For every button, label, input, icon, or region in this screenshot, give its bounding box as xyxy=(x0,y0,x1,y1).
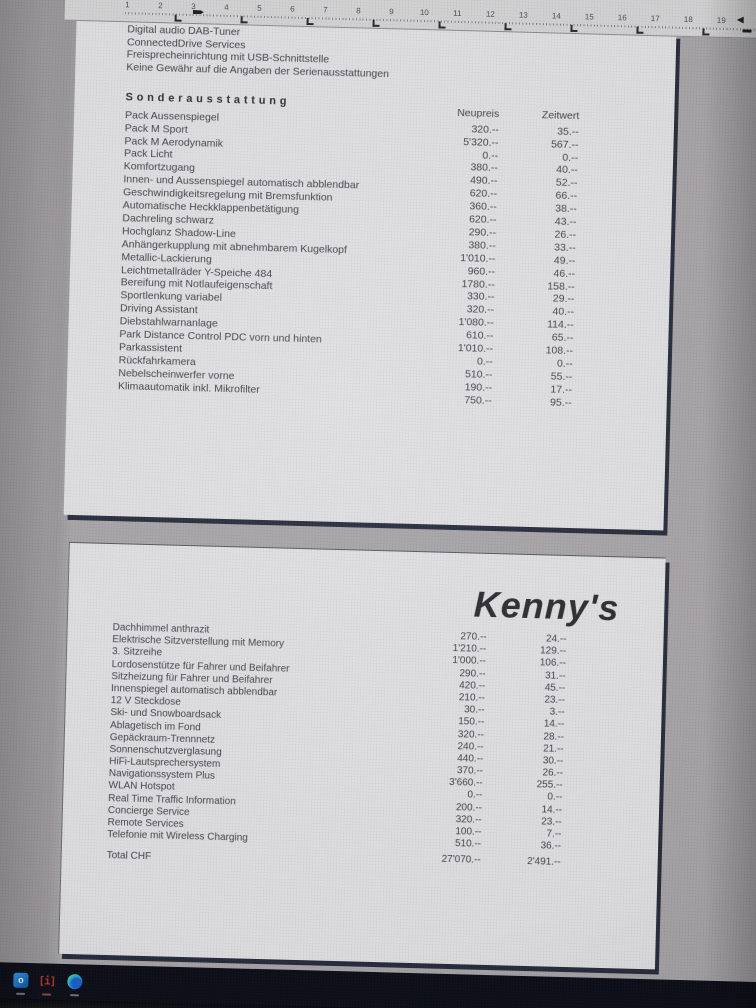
red-app-icon[interactable]: [i] xyxy=(38,973,56,996)
tab-stop-cell xyxy=(343,19,409,28)
right-margin-marker[interactable] xyxy=(742,29,752,33)
options-table-page2: Dachhimmel anthrazit 270.-- 24.-- Elektr… xyxy=(107,622,567,853)
tab-stop-cell xyxy=(145,14,211,23)
section-title: Sonderausstattung xyxy=(125,91,291,108)
running-indicator xyxy=(42,993,52,996)
tab-stop-marker[interactable] xyxy=(371,19,380,27)
total-label: Total CHF xyxy=(106,850,152,863)
ruler-mark: 11 xyxy=(453,8,462,19)
screen-bezel xyxy=(0,996,756,1008)
options-table-page1: Pack Aussenspiegel 320.-- 35.-- Pack M S… xyxy=(118,109,579,408)
tab-stop-marker[interactable] xyxy=(503,23,512,31)
tab-stop-marker[interactable] xyxy=(306,17,314,26)
total-row: Total CHF 27'070.-- 2'491.-- xyxy=(107,850,561,874)
ruler-mark: 2 xyxy=(158,1,163,11)
tab-stop-marker[interactable] xyxy=(240,16,248,24)
tab-stop-cell xyxy=(606,26,672,35)
tab-stop-cell xyxy=(277,17,343,26)
tab-stop-marker[interactable] xyxy=(701,28,710,36)
running-indicator xyxy=(16,992,26,995)
ruler-mark: 14 xyxy=(551,11,561,21)
tab-stop-marker[interactable] xyxy=(635,26,644,34)
ruler-mark: 9 xyxy=(389,7,394,17)
running-indicator xyxy=(70,994,80,997)
tab-stop-marker[interactable] xyxy=(569,24,578,33)
total-zeitwert: 2'491.-- xyxy=(526,856,561,869)
ruler-mark: 8 xyxy=(356,6,361,16)
tab-stop-marker[interactable] xyxy=(437,21,446,29)
ruler-mark: 16 xyxy=(617,13,627,23)
column-header-zeitwert: Zeitwert xyxy=(541,108,580,122)
item-zeitwert: 36.-- xyxy=(540,840,562,853)
tab-stop-cell xyxy=(474,22,540,31)
ruler-mark: 13 xyxy=(518,10,528,20)
ruler-mark: 12 xyxy=(485,9,495,19)
ruler-mark: 6 xyxy=(290,4,295,14)
ruler-mark: 15 xyxy=(584,12,594,22)
ruler-mark: 5 xyxy=(257,3,262,13)
outlook-icon[interactable]: o xyxy=(13,972,29,995)
ruler-mark: 17 xyxy=(650,13,660,24)
tab-stop-cell xyxy=(211,15,277,24)
item-neupreis: 750.-- xyxy=(464,393,492,407)
ruler-mark: 7 xyxy=(323,5,328,15)
ruler-mark: 18 xyxy=(683,14,693,25)
outlook-letter: o xyxy=(18,974,24,985)
red-app-glyph: [i] xyxy=(38,974,56,988)
ruler-mark: 1 xyxy=(125,0,130,10)
tab-stop-cell xyxy=(540,24,606,33)
ruler-mark: 19 xyxy=(716,15,726,25)
intro-lines: Digital audio DAB-Tuner ConnectedDrive Se… xyxy=(126,23,581,86)
edge-icon[interactable] xyxy=(67,974,83,997)
document-page-2[interactable]: Kenny's Dachhimmel anthrazit 270.-- 24.-… xyxy=(58,541,666,970)
tab-stop-marker[interactable] xyxy=(174,14,182,22)
right-indent-marker[interactable]: ◀ xyxy=(736,14,744,25)
ruler-mark: 4 xyxy=(224,2,229,12)
ruler-mark: 10 xyxy=(419,7,429,18)
kennys-logo: Kenny's xyxy=(473,583,620,629)
document-page-1[interactable]: Digital audio DAB-Tuner ConnectedDrive Se… xyxy=(63,17,677,531)
item-neupreis: 510.-- xyxy=(454,838,482,851)
tab-stop-cell xyxy=(672,28,738,37)
edge-swirl xyxy=(67,974,83,990)
total-neupreis: 27'070.-- xyxy=(441,854,481,867)
item-zeitwert: 95.-- xyxy=(549,395,572,409)
column-header-neupreis: Neupreis xyxy=(457,106,500,120)
tab-stop-cell xyxy=(408,21,474,30)
